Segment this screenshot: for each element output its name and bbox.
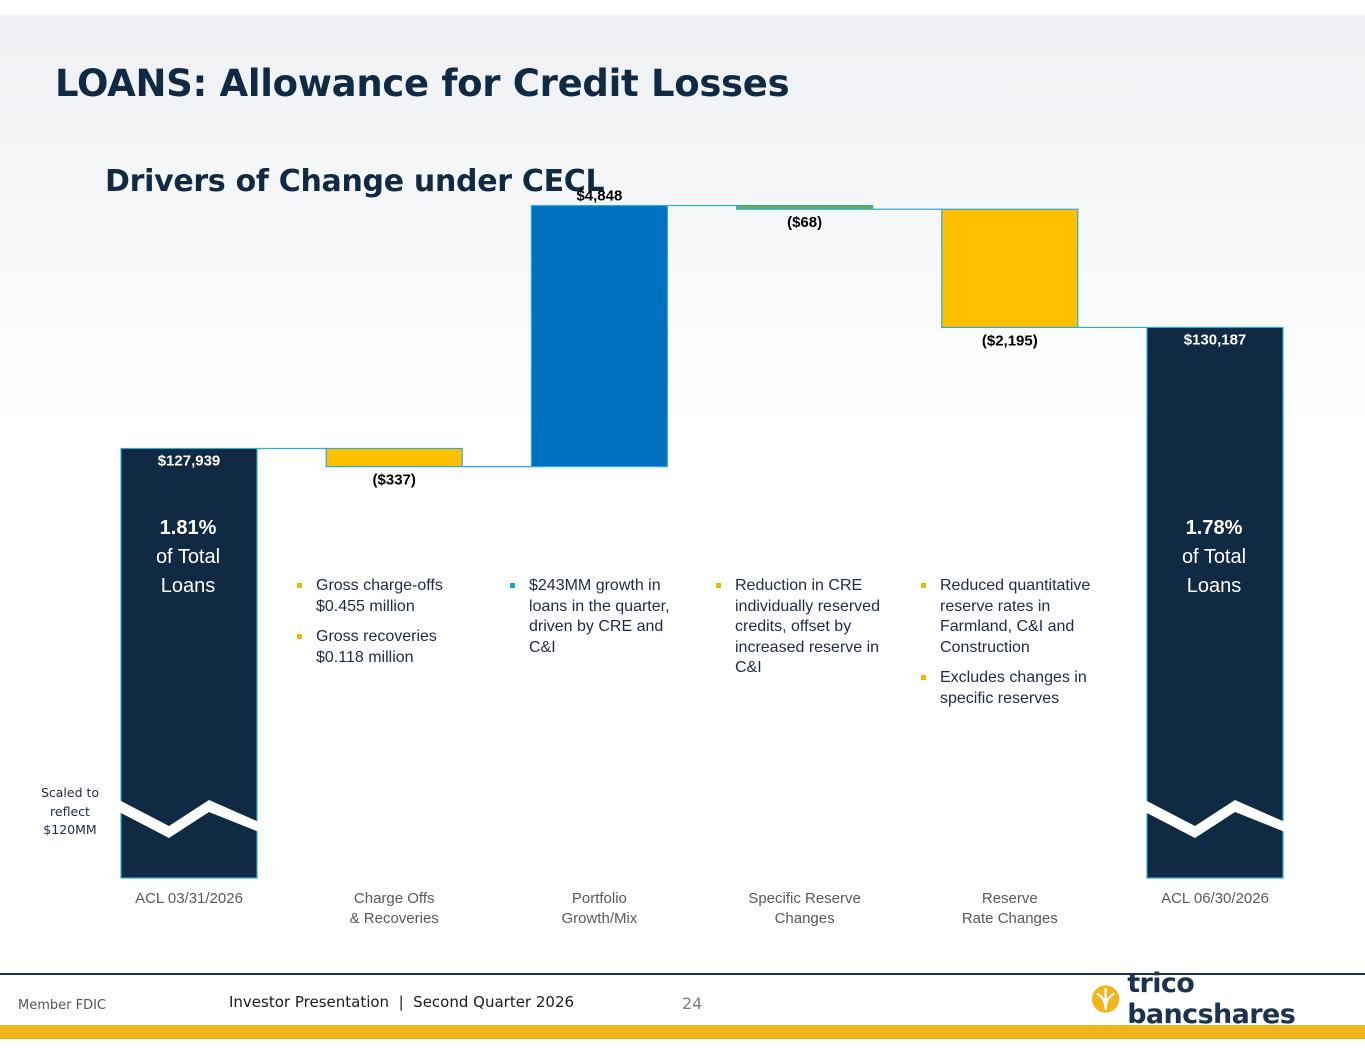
note-loan-growth: $243MM growth in loans in the quarter, d… xyxy=(505,576,680,658)
start-pct-callout: 1.81% of Total Loans xyxy=(120,514,256,601)
start-pct-value: 1.81% xyxy=(159,517,217,539)
category-label-5-2: Rate Changes xyxy=(962,910,1058,927)
bar-6 xyxy=(1146,326,1284,879)
portfolio-notes: $243MM growth in loans in the quarter, d… xyxy=(505,576,680,668)
bar-1 xyxy=(120,447,258,879)
specific-reserve-notes: Reduction in CRE individually reserved c… xyxy=(711,576,891,689)
end-pct-callout: 1.78% of Total Loans xyxy=(1146,514,1282,601)
bar-2 xyxy=(325,447,463,468)
bar-5 xyxy=(941,208,1079,329)
value-label-2: ($337) xyxy=(373,472,416,489)
charge-offs-notes: Gross charge-offs $0.455 million Gross r… xyxy=(292,576,472,678)
start-pct-line1: of Total xyxy=(155,546,221,568)
category-label-2-1: Charge Offs xyxy=(354,890,435,907)
start-pct-line2: Loans xyxy=(160,575,216,597)
reserve-rate-notes: Reduced quantitative reserve rates in Fa… xyxy=(916,576,1106,719)
note-charge-offs: Gross charge-offs $0.455 million xyxy=(292,576,472,617)
category-label-1: ACL 03/31/2026 xyxy=(135,890,243,907)
axis-break-1 xyxy=(119,800,259,838)
bar-4 xyxy=(735,204,874,210)
end-pct-value: 1.78% xyxy=(1185,517,1243,539)
bottom-accent-bar xyxy=(0,1025,1365,1039)
scaled-note-line2: reflect xyxy=(50,803,90,819)
category-label-2-2: & Recoveries xyxy=(350,910,439,927)
note-reserve-rates: Reduced quantitative reserve rates in Fa… xyxy=(916,576,1106,658)
trico-logo-icon xyxy=(1091,985,1120,1013)
presentation-name: Investor Presentation | Second Quarter 2… xyxy=(229,993,575,1011)
scaled-note-line3: $120MM xyxy=(43,822,97,837)
category-label-5-1: Reserve xyxy=(982,890,1038,907)
page-number: 24 xyxy=(682,994,703,1013)
bar-3 xyxy=(530,204,669,468)
value-label-4: ($68) xyxy=(787,214,822,231)
category-label-3-1: Portfolio xyxy=(572,890,627,907)
value-label-3: $4,848 xyxy=(576,188,622,205)
category-label-4-1: Specific Reserve xyxy=(748,890,861,907)
end-pct-line1: of Total xyxy=(1181,546,1247,568)
note-recoveries: Gross recoveries $0.118 million xyxy=(292,627,472,668)
scaled-note: Scaled to reflect $120MM xyxy=(28,784,112,840)
value-label-1: $127,939 xyxy=(158,452,221,469)
footer-divider xyxy=(0,973,1365,975)
waterfall-chart: $127,939 ACL 03/31/2026 ($337) Charge Offs &… xyxy=(119,188,1285,927)
note-specific-reserve: Reduction in CRE individually reserved c… xyxy=(711,576,891,679)
page-title: LOANS: Allowance for Credit Losses xyxy=(55,62,790,105)
member-fdic: Member FDIC xyxy=(18,998,107,1013)
end-pct-line2: Loans xyxy=(1186,575,1242,597)
axis-break-2 xyxy=(1145,800,1285,838)
chart-title: Drivers of Change under CECL xyxy=(105,164,605,199)
logo-text: trico bancshares xyxy=(1127,968,1296,1030)
category-label-4-2: Changes xyxy=(775,910,835,927)
category-label-6: ACL 06/30/2026 xyxy=(1161,890,1269,907)
note-excludes-specific: Excludes changes in specific reserves xyxy=(916,668,1106,709)
scaled-note-line1: Scaled to xyxy=(40,785,100,800)
value-label-6: $130,187 xyxy=(1184,331,1247,348)
category-label-3-2: Growth/Mix xyxy=(561,910,637,927)
value-label-5: ($2,195) xyxy=(982,332,1038,349)
trico-logo: trico bancshares xyxy=(1090,968,1365,1030)
